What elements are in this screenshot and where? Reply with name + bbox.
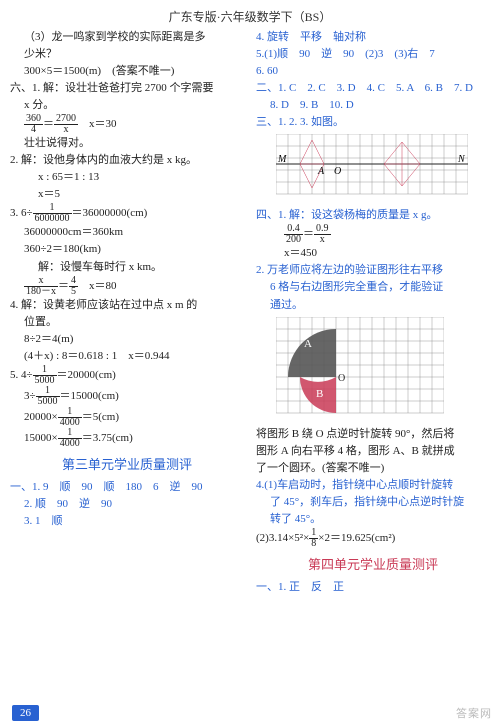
text-line: (4＋x) : 8＝0.618 : 1 x＝0.944 xyxy=(10,348,244,365)
answer-line: 6. 60 xyxy=(256,63,490,80)
label-o: O xyxy=(334,166,341,177)
text-line: 图形 A 向右平移 4 格，图形 A、B 就拼成 xyxy=(256,443,490,460)
answer-line: 一、1. 9 顺 90 顺 180 6 逆 90 xyxy=(10,479,244,496)
equation-line: x180－x＝45 x＝80 xyxy=(10,276,244,297)
answer-line: 4.(1)车启动时，指针绕中心点顺时针旋转 xyxy=(256,477,490,494)
answer-line: 通过。 xyxy=(256,297,490,314)
content-area: （3）龙一鸣家到学校的实际距离是多 少米？ 300×5＝1500(m) (答案不… xyxy=(0,29,500,596)
text-line: 36000000cm＝360km xyxy=(10,224,244,241)
answer-line: 二、1. C 2. C 3. D 4. C 5. A 6. B 7. D xyxy=(256,80,490,97)
label-o2: O xyxy=(338,373,345,384)
equation-line: 15000×14000＝3.75(cm) xyxy=(10,428,244,449)
equation-line: 3÷15000＝15000(cm) xyxy=(10,386,244,407)
text-line: （3）龙一鸣家到学校的实际距离是多 xyxy=(10,29,244,46)
equation-line: 3. 6÷16000000＝36000000(cm) xyxy=(10,203,244,224)
right-column: 4. 旋转 平移 轴对称 5.(1)顺 90 逆 90 (2)3 (3)右 7 … xyxy=(256,29,490,596)
page-number: 26 xyxy=(12,705,39,721)
equation-line: 0.4200＝0.9x xyxy=(256,224,490,245)
text-line: 8÷2＝4(m) xyxy=(10,331,244,348)
answer-line: 转了 45°。 xyxy=(256,511,490,528)
label-a: A xyxy=(317,166,325,177)
text-line: x＝5 xyxy=(10,186,244,203)
equation-line: 20000×14000＝5(cm) xyxy=(10,407,244,428)
text-line: x : 65＝1 : 13 xyxy=(10,169,244,186)
answer-line: 2. 万老师应将左边的验证图形往右平移 xyxy=(256,262,490,279)
grid-figure-2: A B O xyxy=(276,317,490,423)
unit3-title: 第三单元学业质量测评 xyxy=(10,455,244,475)
text-line: 壮壮说得对。 xyxy=(10,135,244,152)
label-a2: A xyxy=(304,338,312,350)
answer-line: 三、1. 2. 3. 如图。 xyxy=(256,114,490,131)
equation-line: 3604＝2700x x＝30 xyxy=(10,114,244,135)
answer-line: 5.(1)顺 90 逆 90 (2)3 (3)右 7 xyxy=(256,46,490,63)
text-line: 2. 解：设他身体内的血液大约是 x kg。 xyxy=(10,152,244,169)
text-line: 了一个圆环。(答案不唯一) xyxy=(256,460,490,477)
text-line: 六、1. 解：设壮壮爸爸打完 2700 个字需要 xyxy=(10,80,244,97)
answer-line: 6 格与右边图形完全重合，才能验证 xyxy=(256,279,490,296)
grid-figure-1: M A O N xyxy=(276,134,490,204)
text-line: x＝450 xyxy=(256,245,490,262)
equation-line: (2)3.14×5²×18×2＝19.625(cm²) xyxy=(256,528,490,549)
text-line: 解：设慢车每时行 x km。 xyxy=(10,259,244,276)
answer-line: 了 45°，刹车后，指针绕中心点逆时针旋 xyxy=(256,494,490,511)
text-line: 位置。 xyxy=(10,314,244,331)
text-line: 300×5＝1500(m) (答案不唯一) xyxy=(10,63,244,80)
label-n: N xyxy=(457,154,466,165)
watermark: 答案网 xyxy=(456,705,492,721)
answer-line: 4. 旋转 平移 轴对称 xyxy=(256,29,490,46)
label-b2: B xyxy=(316,388,323,400)
unit4-title: 第四单元学业质量测评 xyxy=(256,555,490,575)
text-line: x 分。 xyxy=(10,97,244,114)
label-m: M xyxy=(277,154,287,165)
text-line: 4. 解：设黄老师应该站在过中点 x m 的 xyxy=(10,297,244,314)
answer-line: 2. 顺 90 逆 90 xyxy=(10,496,244,513)
answer-line: 一、1. 正 反 正 xyxy=(256,579,490,596)
page-header: 广东专版·六年级数学下（BS） xyxy=(0,0,500,29)
left-column: （3）龙一鸣家到学校的实际距离是多 少米？ 300×5＝1500(m) (答案不… xyxy=(10,29,244,596)
equation-line: 5. 4÷15000＝20000(cm) xyxy=(10,365,244,386)
text-line: 少米？ xyxy=(10,46,244,63)
text-line: 将图形 B 绕 O 点逆时针旋转 90°，然后将 xyxy=(256,426,490,443)
answer-line: 四、1. 解：设这袋杨梅的质量是 x g。 xyxy=(256,207,490,224)
answer-line: 3. 1 顺 xyxy=(10,513,244,530)
text-line: 360÷2＝180(km) xyxy=(10,241,244,258)
answer-line: 8. D 9. B 10. D xyxy=(256,97,490,114)
